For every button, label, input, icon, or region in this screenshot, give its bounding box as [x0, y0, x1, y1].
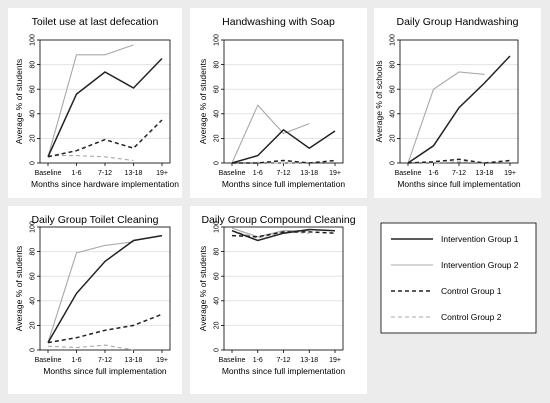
x-tick-label: Baseline: [395, 170, 422, 177]
series-line-intervention-group-1: [231, 128, 336, 164]
y-tick-label: 0: [30, 348, 37, 352]
y-tick-label: 100: [214, 34, 221, 46]
series-line-intervention-group-2: [231, 104, 310, 164]
y-tick-label: 100: [30, 221, 37, 233]
x-tick-label: Baseline: [35, 357, 62, 364]
y-axis-label: Average % of schools: [374, 60, 384, 142]
y-tick-label: 60: [214, 272, 221, 280]
y-axis-label: Average % of students: [14, 246, 24, 331]
x-tick-label: 13-18: [300, 170, 318, 177]
x-tick-label: 1-6: [71, 170, 81, 177]
series-line-intervention-group-2: [47, 44, 134, 157]
x-axis-label: Months since full implementation: [43, 366, 167, 376]
x-tick-label: 13-18: [125, 170, 143, 177]
x-axis-label: Months since full implementation: [222, 179, 346, 189]
panel-background: [190, 206, 367, 394]
x-tick-label: 19+: [329, 357, 341, 364]
y-tick-label: 80: [214, 248, 221, 256]
series-line-control-group-1: [47, 119, 163, 158]
y-tick-label: 100: [214, 221, 221, 233]
x-axis-label: Months since hardware implementation: [31, 179, 179, 189]
series-line-control-group-2: [48, 155, 134, 162]
legend-box: [380, 222, 537, 334]
y-tick-label: 0: [214, 348, 221, 352]
y-tick-label: 40: [30, 110, 37, 118]
legend-label: Intervention Group 1: [441, 234, 519, 244]
chart-title: Daily Group Handwashing: [397, 16, 519, 28]
y-tick-label: 100: [390, 34, 397, 46]
x-tick-label: 13-18: [300, 357, 318, 364]
series-line-intervention-group-1: [407, 55, 511, 164]
series-line-control-group-2: [408, 161, 485, 164]
series-line-intervention-group-1: [47, 234, 163, 343]
y-tick-label: 20: [214, 321, 221, 329]
y-tick-label: 80: [30, 61, 37, 69]
y-tick-label: 60: [390, 85, 397, 93]
y-tick-label: 20: [30, 321, 37, 329]
x-tick-label: Baseline: [35, 170, 62, 177]
y-tick-label: 80: [214, 61, 221, 69]
y-tick-label: 40: [30, 297, 37, 305]
chart-title: Daily Group Toilet Cleaning: [31, 214, 158, 226]
series-line-intervention-group-2: [407, 71, 485, 164]
y-axis-label: Average % of students: [198, 246, 208, 331]
series-line-control-group-1: [407, 158, 511, 164]
x-tick-label: Baseline: [219, 357, 246, 364]
series-line-control-group-1: [47, 313, 163, 344]
x-tick-label: 13-18: [125, 357, 143, 364]
legend-label: Control Group 1: [441, 286, 502, 296]
y-tick-label: 80: [390, 61, 397, 69]
x-tick-label: 7-12: [452, 170, 466, 177]
y-tick-label: 0: [390, 161, 397, 165]
y-tick-label: 60: [30, 85, 37, 93]
chart-title: Toilet use at last defecation: [32, 16, 159, 28]
x-tick-label: 1-6: [71, 357, 81, 364]
x-tick-label: 1-6: [253, 357, 263, 364]
y-tick-label: 0: [214, 161, 221, 165]
x-tick-label: 19+: [329, 170, 341, 177]
x-tick-label: 1-6: [428, 170, 438, 177]
y-tick-label: 40: [214, 110, 221, 118]
x-tick-label: 19+: [156, 170, 168, 177]
series-line-intervention-group-1: [231, 228, 336, 242]
y-tick-label: 80: [30, 248, 37, 256]
series-line-control-group-1: [231, 231, 336, 238]
series-line-intervention-group-1: [47, 57, 163, 158]
y-tick-label: 100: [30, 34, 37, 46]
legend-label: Intervention Group 2: [441, 260, 519, 270]
y-tick-label: 20: [30, 134, 37, 142]
x-tick-label: 7-12: [98, 357, 112, 364]
chart-title: Handwashing with Soap: [222, 16, 335, 28]
legend-label: Control Group 2: [441, 312, 502, 322]
y-tick-label: 60: [30, 272, 37, 280]
series-line-control-group-2: [47, 344, 134, 351]
x-tick-label: 7-12: [276, 357, 290, 364]
x-tick-label: 1-6: [253, 170, 263, 177]
x-tick-label: 19+: [504, 170, 516, 177]
y-tick-label: 60: [214, 85, 221, 93]
x-tick-label: 13-18: [476, 170, 494, 177]
chart-title: Daily Group Compound Cleaning: [201, 214, 355, 226]
x-tick-label: 7-12: [276, 170, 290, 177]
series-line-control-group-1: [232, 159, 336, 164]
y-tick-label: 0: [30, 161, 37, 165]
x-axis-label: Months since full implementation: [397, 179, 521, 189]
y-tick-label: 20: [214, 134, 221, 142]
y-tick-label: 20: [390, 134, 397, 142]
x-tick-label: 7-12: [98, 170, 112, 177]
y-axis-label: Average % of students: [14, 59, 24, 144]
y-tick-label: 40: [214, 297, 221, 305]
x-tick-label: 19+: [156, 357, 168, 364]
x-axis-label: Months since full implementation: [222, 366, 346, 376]
series-line-intervention-group-2: [47, 241, 134, 343]
x-tick-label: Baseline: [219, 170, 246, 177]
y-axis-label: Average % of students: [198, 59, 208, 144]
y-tick-label: 40: [390, 110, 397, 118]
